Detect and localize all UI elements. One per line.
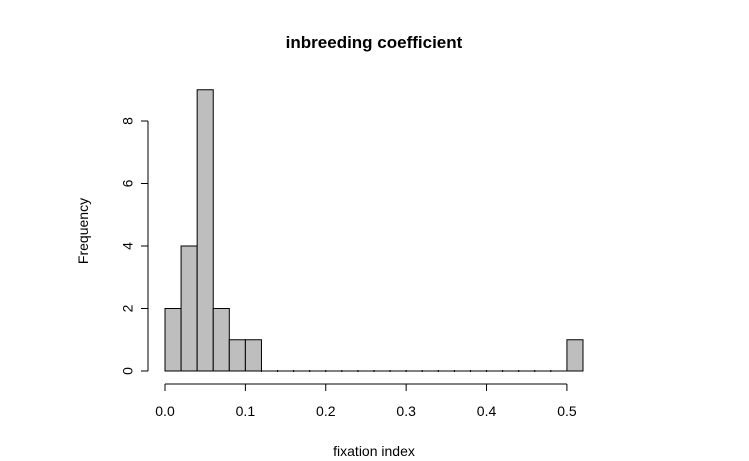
- x-axis: 0.0 0.1 0.2 0.3 0.4 0.5: [155, 383, 577, 419]
- histogram-bar: [212, 308, 230, 372]
- histogram-bar: [180, 245, 198, 372]
- y-tick-label: 4: [120, 242, 136, 250]
- x-axis-label: fixation index: [333, 443, 415, 459]
- chart-title: inbreeding coefficient: [286, 33, 463, 52]
- x-tick-label: 0.1: [236, 403, 256, 419]
- x-tick-label: 0.4: [477, 403, 497, 419]
- histogram-bar: [566, 339, 584, 372]
- y-tick-label: 2: [120, 304, 136, 312]
- y-axis: 0 2 4 6 8: [120, 117, 149, 375]
- histogram-bar: [196, 89, 214, 372]
- histogram-bar: [228, 339, 246, 372]
- histogram-bar: [164, 308, 182, 372]
- bars-group: [164, 89, 584, 372]
- x-tick-label: 0.5: [557, 403, 577, 419]
- y-tick-label: 6: [120, 179, 136, 187]
- y-tick-label: 0: [120, 367, 136, 375]
- y-tick-label: 8: [120, 117, 136, 125]
- y-axis-label: Frequency: [75, 198, 91, 264]
- x-tick-label: 0.2: [316, 403, 336, 419]
- x-tick-label: 0.3: [396, 403, 416, 419]
- histogram-bar: [244, 339, 262, 372]
- x-tick-label: 0.0: [155, 403, 175, 419]
